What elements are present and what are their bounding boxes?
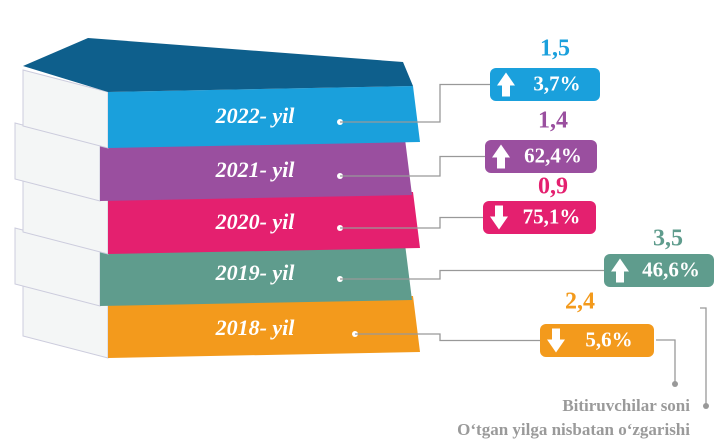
arrow [492, 144, 510, 169]
year-label: 2018- yil [215, 315, 296, 340]
legend-change: O‘tgan yilga nisbatan o‘zgarishi [457, 420, 690, 439]
book-spine [108, 192, 420, 254]
book-spine [108, 296, 420, 358]
connector [340, 269, 604, 280]
change-badge [490, 68, 600, 101]
arrow [490, 205, 508, 230]
change: 46,6% [642, 257, 700, 281]
book-cover [23, 38, 413, 92]
change-badge [483, 201, 596, 234]
book-spine [100, 244, 412, 306]
connector [340, 155, 485, 177]
value: 3,5 [653, 226, 683, 252]
legend-dot [703, 403, 709, 409]
legend-line [656, 339, 676, 384]
arrow [497, 72, 515, 97]
change: 62,4% [524, 143, 582, 167]
legend-dot [672, 381, 678, 387]
change: 75,1% [523, 204, 581, 228]
connector [340, 216, 483, 229]
year-label: 2022- yil [215, 103, 296, 128]
value: 0,9 [538, 174, 568, 200]
change-badge [540, 324, 654, 357]
year-label: 2019- yil [215, 260, 296, 285]
arrow [611, 258, 629, 283]
year-label: 2021- yil [215, 157, 296, 182]
change: 5,6% [585, 327, 632, 351]
change: 3,7% [533, 71, 580, 95]
legend-line [700, 307, 707, 406]
connector [340, 83, 490, 123]
connector [355, 333, 540, 342]
value: 1,5 [540, 36, 570, 62]
legend-value: Bitiruvchilar soni [562, 396, 690, 415]
year-label: 2020- yil [215, 209, 296, 234]
change-badge [604, 254, 714, 287]
arrow [547, 328, 565, 353]
change-badge [485, 140, 597, 173]
book-spine [108, 86, 420, 148]
value: 1,4 [538, 108, 568, 134]
books [14, 38, 420, 359]
value: 2,4 [565, 289, 595, 315]
book-spine [100, 139, 412, 201]
